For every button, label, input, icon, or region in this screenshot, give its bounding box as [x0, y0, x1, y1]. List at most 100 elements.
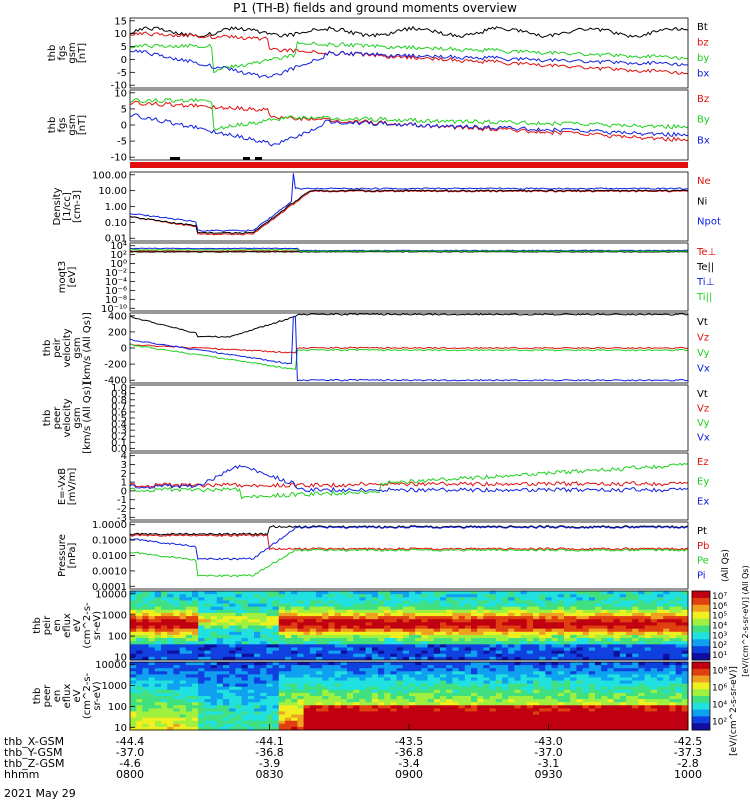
spectrogram-cell [458, 692, 466, 697]
spectrogram-cell [601, 705, 608, 709]
spectrogram-cell [402, 720, 410, 725]
spectrogram-cell [452, 702, 460, 706]
spectrogram-cell [241, 677, 249, 682]
spectrogram-cell [427, 686, 435, 691]
spectrogram-cell [241, 711, 249, 716]
spectrogram-cell [161, 702, 168, 706]
spectrogram-cell [595, 705, 602, 709]
spectrogram-cell [644, 625, 652, 630]
spectrogram-cell [353, 647, 360, 652]
spectrogram-cell [241, 612, 249, 617]
spectrogram-cell [235, 705, 243, 709]
spectrogram-cell [266, 609, 274, 614]
spectrogram-cell [136, 644, 143, 648]
spectrogram-cell [477, 616, 484, 620]
spectrogram-cell [446, 720, 453, 725]
spectrogram-cell [402, 708, 410, 712]
spectrogram-cell [390, 600, 398, 605]
spectrogram-cell [303, 625, 311, 630]
spectrogram-cell [619, 689, 627, 694]
spectrogram-cell [210, 625, 218, 630]
spectrogram-cell [384, 628, 391, 633]
spectrogram-cell [173, 653, 181, 658]
spectrogram-cell [130, 619, 137, 623]
spectrogram-cell [502, 628, 509, 633]
spectrogram-cell [582, 720, 590, 725]
spectrogram-cell [421, 723, 429, 728]
spectrogram-cell [644, 699, 652, 703]
spectrogram-cell [669, 650, 677, 655]
spectrogram-cell [657, 702, 664, 706]
spectrogram-cell [303, 680, 311, 685]
spectrogram-cell [328, 638, 336, 642]
spectrogram-cell [278, 696, 286, 700]
spectrogram-cell [520, 686, 528, 691]
spectrogram-cell [371, 692, 379, 697]
spectrogram-cell [278, 671, 286, 675]
spectrogram-cell [551, 644, 559, 648]
spectrogram-cell [570, 723, 577, 728]
spectrogram-cell [607, 714, 615, 719]
spectrogram-cell [266, 717, 274, 722]
spectrogram-cell [471, 696, 478, 700]
series-line-Ez [129, 481, 689, 488]
spectrogram-cell [601, 622, 608, 626]
spectrogram-cell [241, 696, 249, 700]
spectrogram-cell [198, 638, 205, 642]
spectrogram-cell [241, 616, 249, 620]
spectrogram-cell [582, 612, 590, 617]
spectrogram-cell [489, 720, 497, 725]
spectrogram-cell [347, 671, 354, 675]
spectrogram-cell [601, 647, 608, 652]
spectrogram-cell [681, 708, 689, 712]
spectrogram-cell [309, 634, 317, 639]
spectrogram-cell [148, 708, 156, 712]
spectrogram-cell [464, 711, 472, 716]
spectrogram-cell [154, 665, 162, 669]
spectrogram-cell [384, 699, 391, 703]
spectrogram-cell [619, 702, 627, 706]
spectrogram-cell [297, 668, 305, 672]
spectrogram-cell [458, 628, 466, 633]
spectrogram-cell [347, 689, 354, 694]
spectrogram-cell [650, 665, 658, 669]
spectrogram-cell [464, 622, 472, 626]
spectrogram-cell [601, 714, 608, 719]
spectrogram-cell [309, 600, 317, 605]
spectrogram-cell [452, 603, 460, 608]
spectrogram-cell [167, 671, 174, 675]
spectrogram-cell [607, 653, 615, 658]
spectrogram-cell [278, 647, 286, 652]
spectrogram-cell [545, 628, 553, 633]
spectrogram-cell [669, 641, 677, 645]
spectrogram-cell [458, 638, 466, 642]
spectrogram-cell [415, 612, 422, 617]
spectrogram-cell [675, 644, 683, 648]
spectrogram-cell [365, 625, 373, 630]
spectrogram-cell [347, 714, 354, 719]
spectrogram-cell [483, 671, 491, 675]
colorbar-cell [692, 618, 710, 621]
spectrogram-cell [613, 702, 621, 706]
spectrogram-cell [526, 677, 534, 682]
ephem-value: -37.0 [116, 746, 144, 759]
spectrogram-cell [446, 683, 453, 688]
spectrogram-cell [371, 609, 379, 614]
spectrogram-cell [663, 619, 670, 623]
spectrogram-cell [508, 638, 515, 642]
spectrogram-cell [619, 638, 627, 642]
spectrogram-cell [254, 683, 261, 688]
spectrogram-cell [229, 619, 236, 623]
spectrogram-cell [557, 638, 565, 642]
spectrogram-cell [142, 717, 150, 722]
spectrogram-cell [303, 702, 311, 706]
spectrogram-cell [167, 622, 174, 626]
spectrogram-cell [130, 689, 137, 694]
spectrogram-cell [669, 603, 677, 608]
spectrogram-cell [582, 674, 590, 678]
spectrogram-cell [409, 597, 416, 601]
spectrogram-cell [316, 653, 323, 658]
spectrogram-cell [619, 650, 627, 655]
spectrogram-cell [644, 705, 652, 709]
spectrogram-cell [272, 625, 280, 630]
